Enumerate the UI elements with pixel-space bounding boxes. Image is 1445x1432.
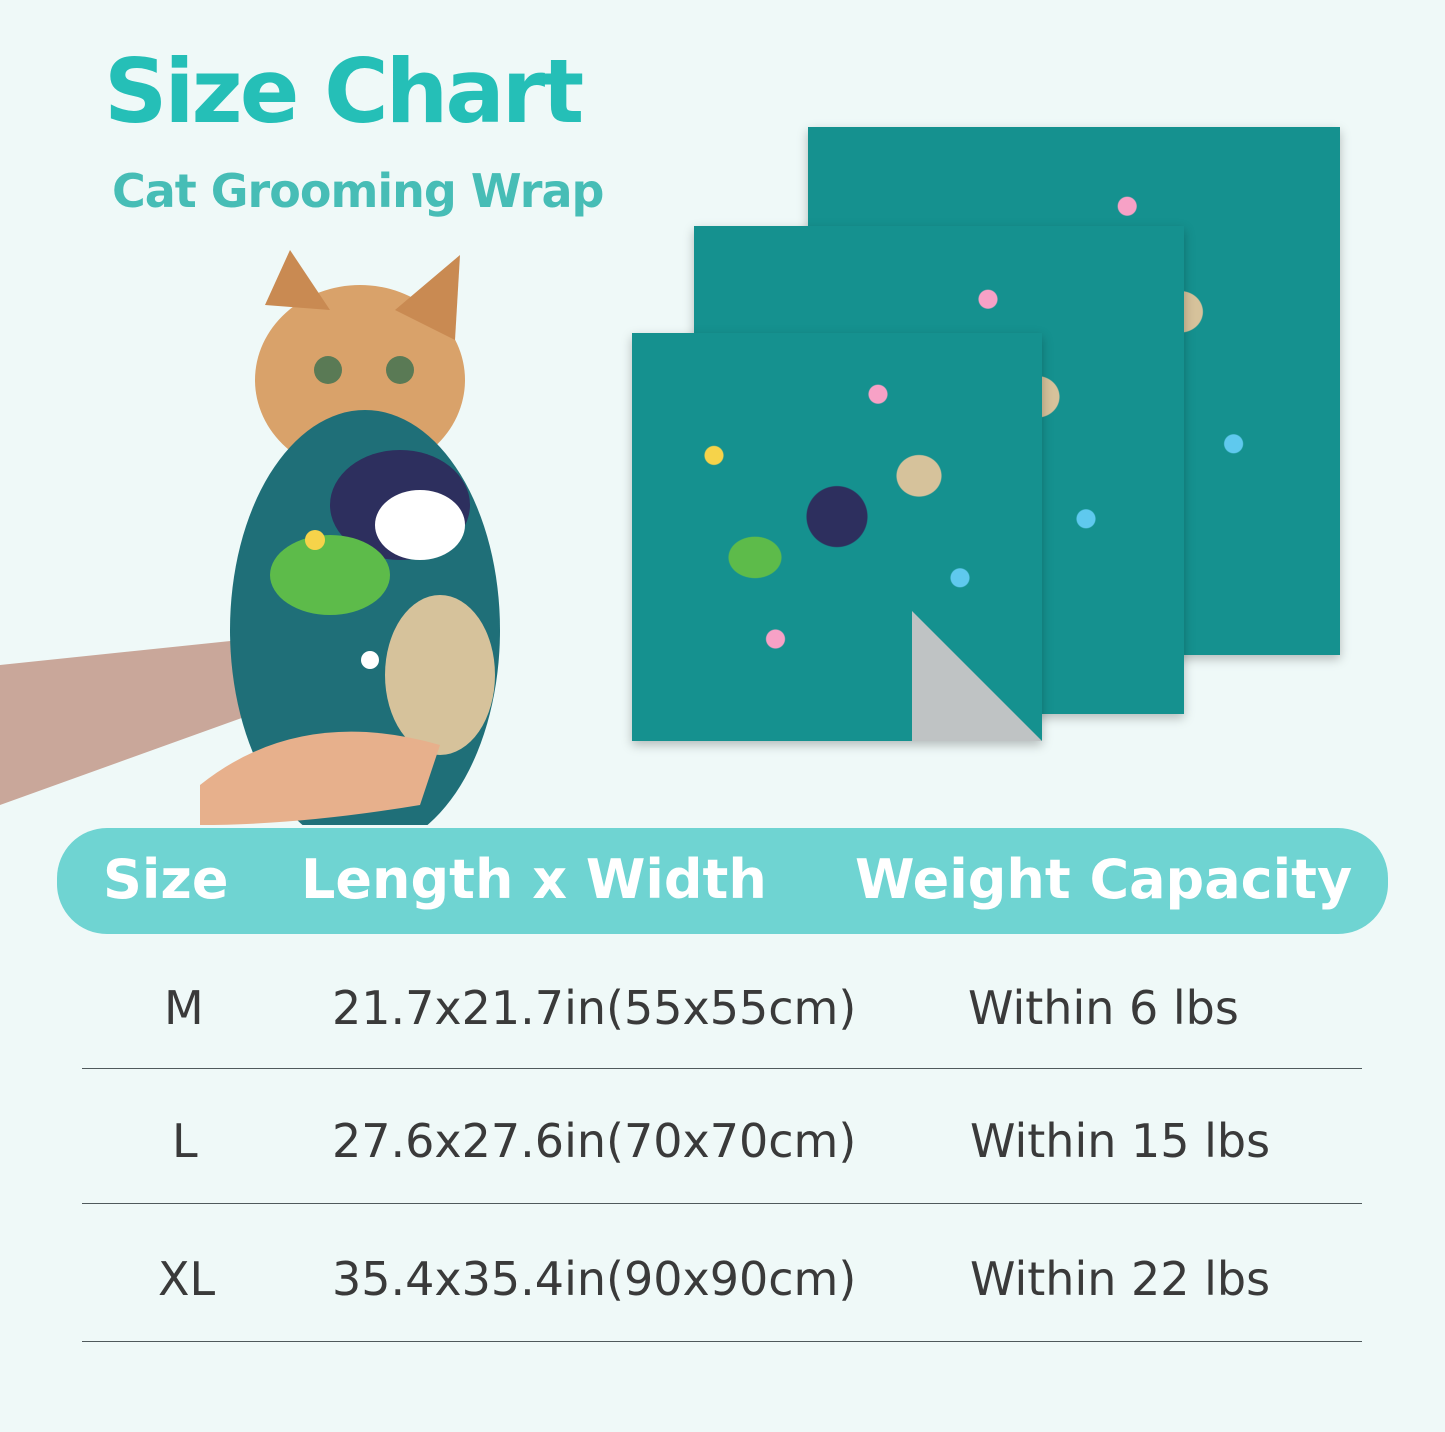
folded-corner <box>912 611 1042 741</box>
header-dimensions: Length x Width <box>301 848 767 911</box>
dimensions-cell: 27.6x27.6in(70x70cm) <box>332 1114 857 1168</box>
header-size: Size <box>103 848 229 911</box>
weight-cell: Within 6 lbs <box>968 981 1239 1035</box>
dimensions-cell: 35.4x35.4in(90x90cm) <box>332 1252 857 1306</box>
row-divider <box>82 1203 1362 1204</box>
header-weight: Weight Capacity <box>855 848 1353 911</box>
page-subtitle: Cat Grooming Wrap <box>112 164 604 218</box>
size-cell: M <box>164 981 204 1035</box>
blanket-m-image <box>632 333 1042 741</box>
page-title: Size Chart <box>104 40 584 143</box>
row-divider <box>82 1068 1362 1069</box>
weight-cell: Within 15 lbs <box>970 1114 1271 1168</box>
cat-wrapped-photo <box>0 250 500 825</box>
row-divider <box>82 1341 1362 1342</box>
dimensions-cell: 21.7x21.7in(55x55cm) <box>332 981 857 1035</box>
size-cell: L <box>172 1114 198 1168</box>
size-cell: XL <box>158 1252 216 1306</box>
table-header: Size Length x Width Weight Capacity <box>57 828 1388 934</box>
weight-cell: Within 22 lbs <box>970 1252 1271 1306</box>
